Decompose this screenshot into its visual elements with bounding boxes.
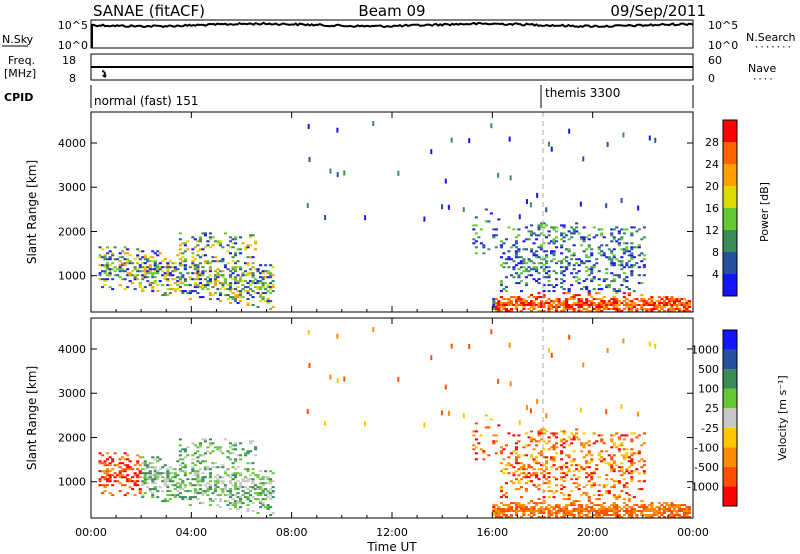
power-colorbar-swatch <box>723 252 737 274</box>
cpid-mode-themis: themis 3300 <box>545 86 620 100</box>
velocity-colorbar-swatch <box>723 388 737 409</box>
velocity-colorbar: 1000 500 100 25 -25 -100 -500 -1000 <box>687 329 738 507</box>
sky-noise-line <box>90 21 694 48</box>
x-tick-label: 20:00 <box>577 526 609 539</box>
x-tick-label: 16:00 <box>476 526 508 539</box>
x-tick-label: 12:00 <box>376 526 408 539</box>
search-dots: ······· <box>754 43 792 53</box>
velocity-colorbar-tick: -100 <box>694 441 719 454</box>
x-axis-ticks: 00:00 04:00 08:00 12:00 16:00 20:00 00:00 <box>75 112 709 539</box>
velocity-colorbar-swatch <box>723 427 737 448</box>
power-colorbar-swatch <box>723 120 737 142</box>
power-colorbar-swatch <box>723 164 737 186</box>
velocity-colorbar-swatch <box>723 369 737 389</box>
cpid-label: CPID <box>4 91 33 104</box>
power-colorbar-tick: 4 <box>712 268 719 281</box>
power-cbar-label: Power [dB] <box>758 182 771 242</box>
power-panel: 1000 2000 3000 4000 Slant Range [km] 4 8 12 16… <box>25 111 771 313</box>
power-colorbar-swatch <box>723 208 737 230</box>
velocity-colorbar-tick: -500 <box>694 461 719 474</box>
velocity-scatter-cells <box>98 327 692 518</box>
y-tick-label: 4000 <box>58 137 86 150</box>
power-colorbar-swatch <box>723 186 737 208</box>
power-colorbar-swatch <box>723 230 737 252</box>
nave-dots-legend: ···· <box>752 75 774 85</box>
velocity-panel: 1000 2000 3000 4000 Slant Range [km] 1000 50… <box>25 317 789 519</box>
velocity-colorbar-tick: 1000 <box>691 344 719 357</box>
sky-label: N.Sky <box>2 33 34 46</box>
power-colorbar-tick: 8 <box>712 246 719 259</box>
sky-strip: N.Sky 10^5 10^0 10^5 10^0 N.Search ·····… <box>2 19 796 53</box>
y-tick-label: 3000 <box>58 181 86 194</box>
freq-tick-top: 18 <box>62 54 76 67</box>
freq-label-2: [MHz] <box>4 67 36 80</box>
nave-tick-bottom: 0 <box>708 72 715 85</box>
power-colorbar-swatch <box>723 274 737 296</box>
velocity-colorbar-swatch <box>723 408 737 428</box>
velocity-colorbar-tick: 25 <box>705 402 719 415</box>
velocity-axis-ticks: 1000 2000 3000 4000 <box>58 343 693 489</box>
sky-tick-top: 10^5 <box>58 19 88 32</box>
power-colorbar: 4 8 12 16 20 24 28 <box>705 119 738 297</box>
power-colorbar-swatch <box>723 142 737 164</box>
search-tick-top: 10^5 <box>708 19 738 32</box>
search-tick-bottom: 10^0 <box>708 39 738 52</box>
velocity-cbar-label: Velocity [m s⁻¹] <box>776 375 789 460</box>
freq-label-1: Freq. <box>8 54 35 67</box>
y-tick-label: 1000 <box>58 270 86 283</box>
freq-strip: Freq. [MHz] 18 8 60 0 Nave ···· <box>4 53 776 85</box>
velocity-colorbar-swatch <box>723 486 737 506</box>
nave-label: Nave <box>748 62 776 75</box>
search-label: N.Search <box>746 31 796 44</box>
x-tick-label: 04:00 <box>175 526 207 539</box>
x-tick-label: 00:00 <box>75 526 107 539</box>
power-axis-ticks: 1000 2000 3000 4000 <box>58 137 693 283</box>
power-colorbar-tick: 28 <box>705 136 719 149</box>
velocity-colorbar-tick: -1000 <box>687 480 719 493</box>
nave-tick-top: 60 <box>708 54 722 67</box>
velocity-colorbar-swatch <box>723 349 737 370</box>
beam-title: Beam 09 <box>358 2 425 20</box>
sky-tick-bottom: 10^0 <box>58 39 88 52</box>
velocity-ylabel: Slant Range [km] <box>25 366 39 470</box>
y-tick-label: 2000 <box>58 225 86 238</box>
cpid-mode-normal: normal (fast) 151 <box>94 94 198 108</box>
power-colorbar-tick: 24 <box>705 158 719 171</box>
station-title: SANAE (fitACF) <box>93 2 205 20</box>
y-tick-label: 1000 <box>58 476 86 489</box>
freq-tick-bottom: 8 <box>69 72 76 85</box>
power-scatter-cells <box>98 121 692 312</box>
y-tick-label: 3000 <box>58 387 86 400</box>
velocity-colorbar-tick: 100 <box>698 383 719 396</box>
y-tick-label: 4000 <box>58 343 86 356</box>
power-ylabel: Slant Range [km] <box>25 160 39 264</box>
x-tick-label: 00:00 <box>677 526 709 539</box>
x-axis-label: Time UT <box>366 540 417 554</box>
cpid-strip: CPID normal (fast) 151 themis 3300 <box>4 85 694 108</box>
velocity-colorbar-swatch <box>723 466 737 487</box>
nave-dots <box>102 70 107 78</box>
y-tick-label: 2000 <box>58 431 86 444</box>
power-colorbar-tick: 16 <box>705 202 719 215</box>
power-colorbar-tick: 12 <box>705 224 719 237</box>
date-title: 09/Sep/2011 <box>610 2 706 20</box>
velocity-colorbar-tick: -25 <box>701 422 719 435</box>
velocity-colorbar-tick: 500 <box>698 363 719 376</box>
velocity-colorbar-swatch <box>723 447 737 467</box>
velocity-colorbar-swatch <box>723 330 737 350</box>
power-colorbar-tick: 20 <box>705 180 719 193</box>
x-tick-label: 08:00 <box>276 526 308 539</box>
